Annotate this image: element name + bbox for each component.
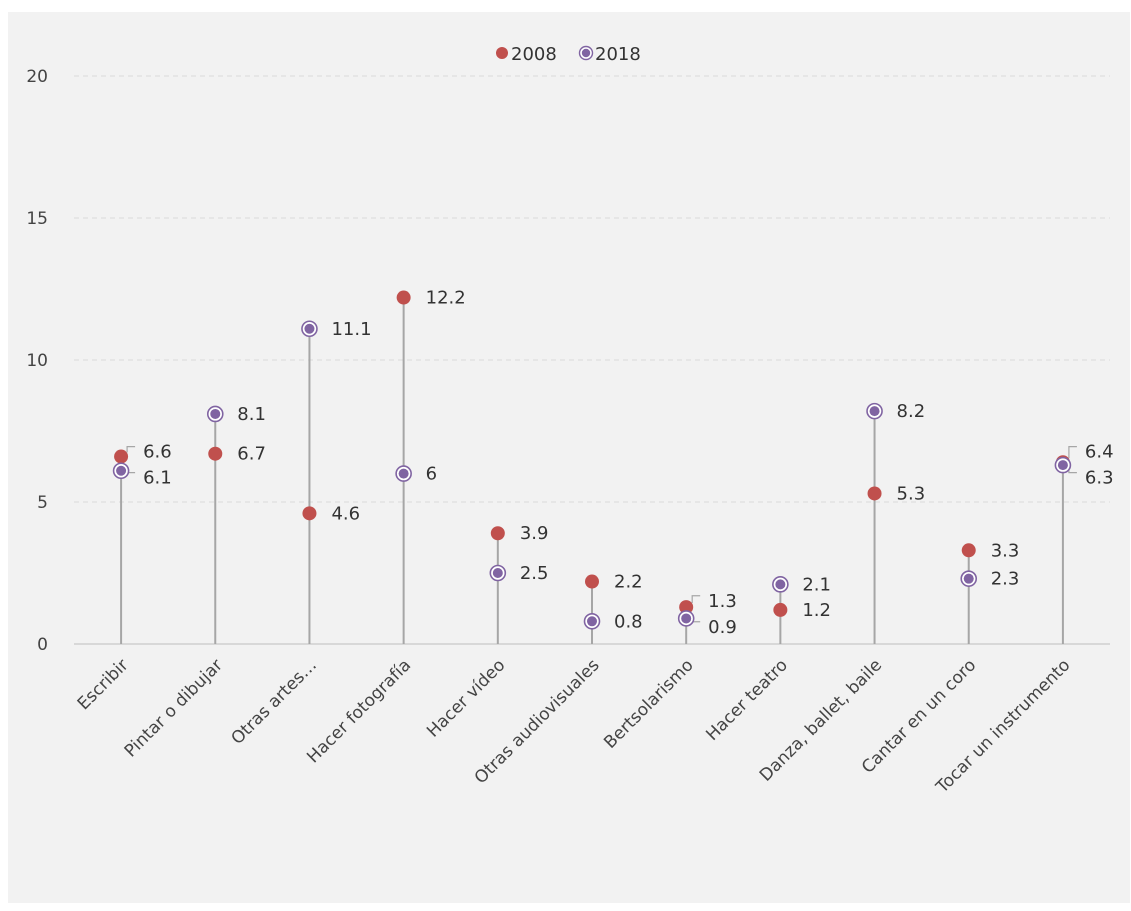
data-label-2008: 3.3	[991, 540, 1020, 561]
leader-line	[126, 446, 136, 453]
legend-label-2018: 2018	[595, 44, 641, 65]
point-2008	[585, 574, 599, 589]
data-label-2008: 3.9	[520, 523, 549, 544]
legend-marker-2008	[496, 47, 508, 59]
data-label-2018: 0.8	[614, 611, 643, 632]
data-label-2018: 11.1	[331, 319, 371, 340]
point-2008	[490, 526, 505, 541]
point-2018-core	[116, 465, 127, 476]
legend: 2008 2018	[496, 44, 641, 65]
point-2008	[302, 506, 317, 521]
category-label: Escribir	[74, 655, 133, 714]
y-tick-label: 5	[37, 493, 48, 513]
data-label-2008: 6.6	[143, 442, 172, 463]
legend-label-2008: 2008	[511, 44, 557, 65]
data-label-2018: 2.5	[520, 563, 549, 584]
y-tick-label: 0	[37, 635, 48, 655]
y-tick-label: 10	[26, 351, 48, 371]
point-2008	[396, 290, 411, 305]
point-2008	[208, 446, 223, 461]
legend-marker-2018-core	[581, 48, 591, 58]
leader-line	[1068, 469, 1077, 474]
data-label-2018: 0.9	[708, 617, 737, 638]
category-label: Otras artes…	[228, 655, 321, 748]
data-label-2018: 6.3	[1085, 468, 1114, 489]
point-2018-core	[587, 616, 597, 627]
category-label: Hacer fotografía	[303, 655, 415, 767]
point-2008	[773, 602, 788, 617]
data-label-2008: 12.2	[426, 288, 466, 309]
data-label-2018: 8.2	[897, 401, 926, 422]
data-label-2018: 6.1	[143, 468, 172, 489]
category-label: Pintar o dibujar	[121, 655, 227, 761]
point-2008	[867, 486, 882, 501]
data-label-2018: 2.1	[802, 574, 831, 595]
category-label: Hacer vídeo	[423, 655, 509, 741]
point-2018-core	[492, 568, 503, 578]
stem-layer	[120, 297, 1064, 644]
data-label-2008: 1.2	[802, 600, 831, 621]
point-layer	[112, 290, 1072, 630]
leader-line	[691, 595, 701, 604]
leader-line	[1068, 446, 1077, 459]
point-2018-core	[304, 323, 315, 334]
point-2008	[679, 600, 694, 615]
chart-area: 0 5 10 15 20 Escribir Pintar o dibujar Otras a…	[8, 12, 1130, 903]
point-2018-core	[963, 573, 974, 584]
point-2008	[114, 449, 129, 464]
point-2018-core	[681, 613, 692, 624]
point-2018-core	[775, 579, 786, 590]
data-label-2018: 8.1	[237, 404, 266, 425]
data-label-2008: 5.3	[897, 483, 926, 504]
data-label-2008: 6.7	[237, 444, 266, 465]
category-label: Bertsolarismo	[600, 655, 697, 752]
grid-layer: 0 5 10 15 20	[26, 67, 1110, 655]
y-tick-label: 15	[26, 209, 48, 229]
data-label-2008: 2.2	[614, 572, 643, 593]
data-label-2018: 2.3	[991, 569, 1020, 590]
data-label-2018: 6	[426, 464, 437, 485]
point-2018-core	[398, 468, 409, 479]
data-label-2008: 4.6	[331, 503, 360, 524]
y-tick-label: 20	[26, 67, 48, 87]
point-2008	[961, 543, 976, 558]
leader-layer	[126, 446, 1077, 623]
category-label: Hacer teatro	[702, 655, 792, 745]
point-2018-core	[210, 408, 221, 419]
point-2018-core	[869, 406, 880, 417]
data-label-2008: 1.3	[708, 591, 737, 612]
data-label-2008: 6.4	[1085, 442, 1114, 463]
point-2018-core	[1057, 460, 1068, 471]
